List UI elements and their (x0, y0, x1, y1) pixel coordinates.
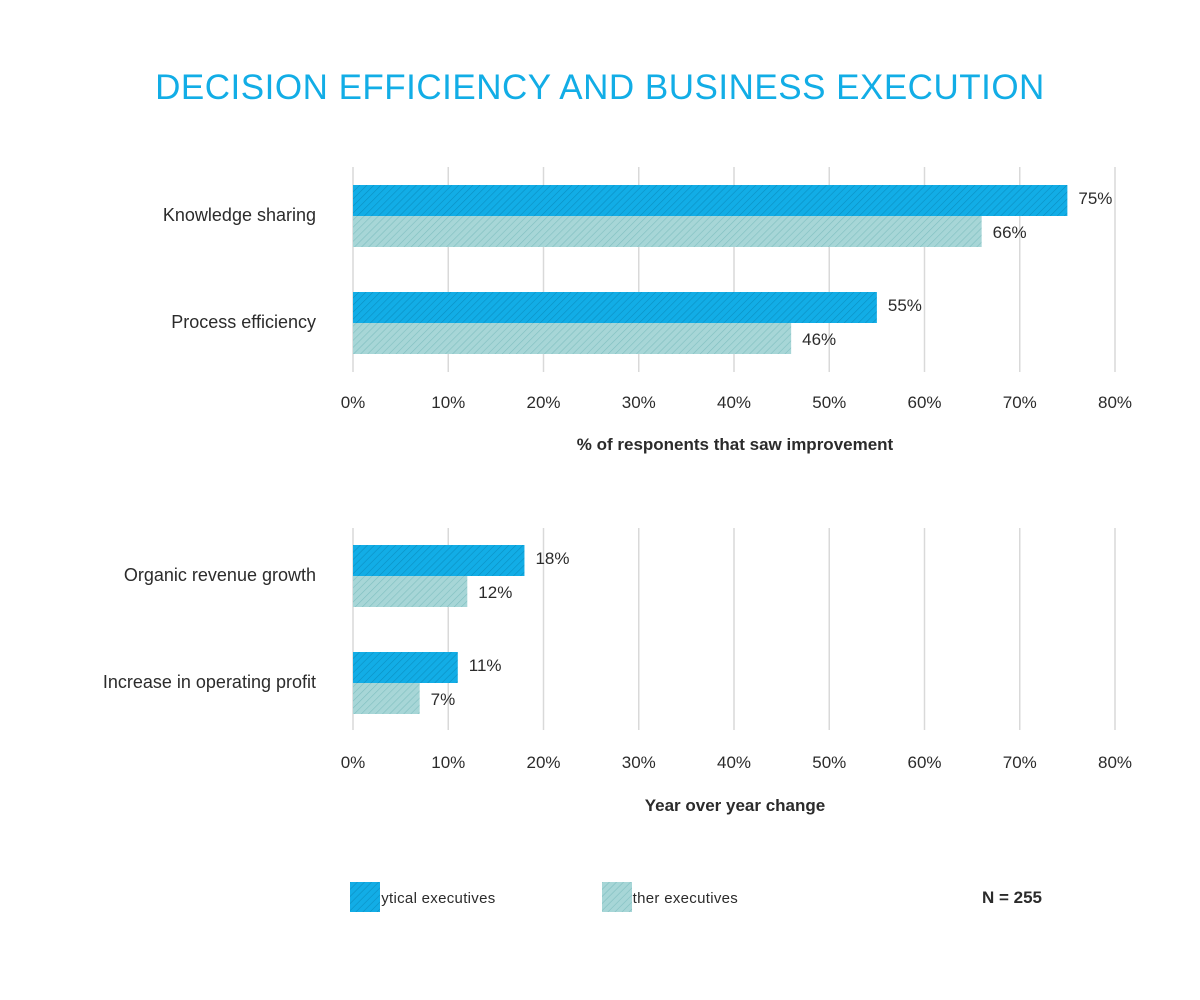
value-label: 66% (993, 223, 1027, 242)
x-tick-label: 40% (717, 753, 751, 772)
sample-size-note: N = 255 (982, 888, 1043, 907)
x-tick-label: 40% (717, 393, 751, 412)
legend: Analytical executives All other executiv… (350, 882, 1070, 916)
x-tick-label: 20% (526, 753, 560, 772)
x-tick-label: 20% (526, 393, 560, 412)
category-label-process-efficiency: Process efficiency (171, 312, 316, 332)
x-tick-label: 10% (431, 753, 465, 772)
x-axis-title: Year over year change (645, 796, 826, 815)
category-label-increase-in-operating-profit: Increase in operating profit (103, 672, 316, 692)
legend-label-analytical: Analytical executives (350, 889, 496, 907)
value-label: 75% (1078, 189, 1112, 208)
legend-swatch-other (602, 882, 632, 912)
x-tick-label: 60% (907, 753, 941, 772)
x-tick-label: 70% (1003, 753, 1037, 772)
chart-1: 0% 10% 20% 30% 40% 50% 60% 70% 80% Knowledge shar… (163, 167, 1132, 454)
value-label: 55% (888, 296, 922, 315)
legend-item-other: All other executives (602, 882, 738, 914)
x-tick-label: 80% (1098, 753, 1132, 772)
value-label: 12% (478, 583, 512, 602)
legend-label-other: All other executives (602, 889, 739, 907)
legend-item-analytical: Analytical executives (350, 882, 496, 914)
category-label-organic-revenue-growth: Organic revenue growth (124, 565, 316, 585)
bar-all-other-executives-knowledge-sharing (353, 216, 982, 247)
x-tick-label: 0% (341, 753, 366, 772)
x-tick-label: 50% (812, 753, 846, 772)
x-tick-label: 80% (1098, 393, 1132, 412)
legend-swatch-analytical (350, 882, 380, 912)
chart-title: DECISION EFFICIENCY AND BUSINESS EXECUTI… (155, 68, 1045, 107)
x-tick-label: 0% (341, 393, 366, 412)
chart-2: 0% 10% 20% 30% 40% 50% 60% 70% 80% Organic revenu… (103, 528, 1132, 815)
bar-all-other-executives-process-efficiency (353, 323, 792, 354)
chart-canvas: 0% 10% 20% 30% 40% 50% 60% 70% 80% Knowledge shar… (103, 167, 1132, 815)
value-label: 11% (469, 656, 502, 675)
bar-all-other-executives-organic-revenue-growth (353, 576, 468, 607)
bar-analytical-executives-knowledge-sharing (353, 185, 1068, 216)
value-label: 46% (802, 330, 836, 349)
x-tick-label: 30% (622, 393, 656, 412)
bar-analytical-executives-process-efficiency (353, 292, 877, 323)
x-tick-label: 70% (1003, 393, 1037, 412)
bar-analytical-executives-increase-in-operating-profit (353, 652, 458, 683)
category-label-knowledge-sharing: Knowledge sharing (163, 205, 316, 225)
x-tick-label: 10% (431, 393, 465, 412)
bar-analytical-executives-organic-revenue-growth (353, 545, 525, 576)
x-tick-label: 60% (907, 393, 941, 412)
bar-all-other-executives-increase-in-operating-profit (353, 683, 420, 714)
x-axis-title: % of responents that saw improvement (577, 435, 894, 454)
x-tick-label: 30% (622, 753, 656, 772)
x-tick-label: 50% (812, 393, 846, 412)
value-label: 18% (535, 549, 569, 568)
value-label: 7% (431, 690, 456, 709)
